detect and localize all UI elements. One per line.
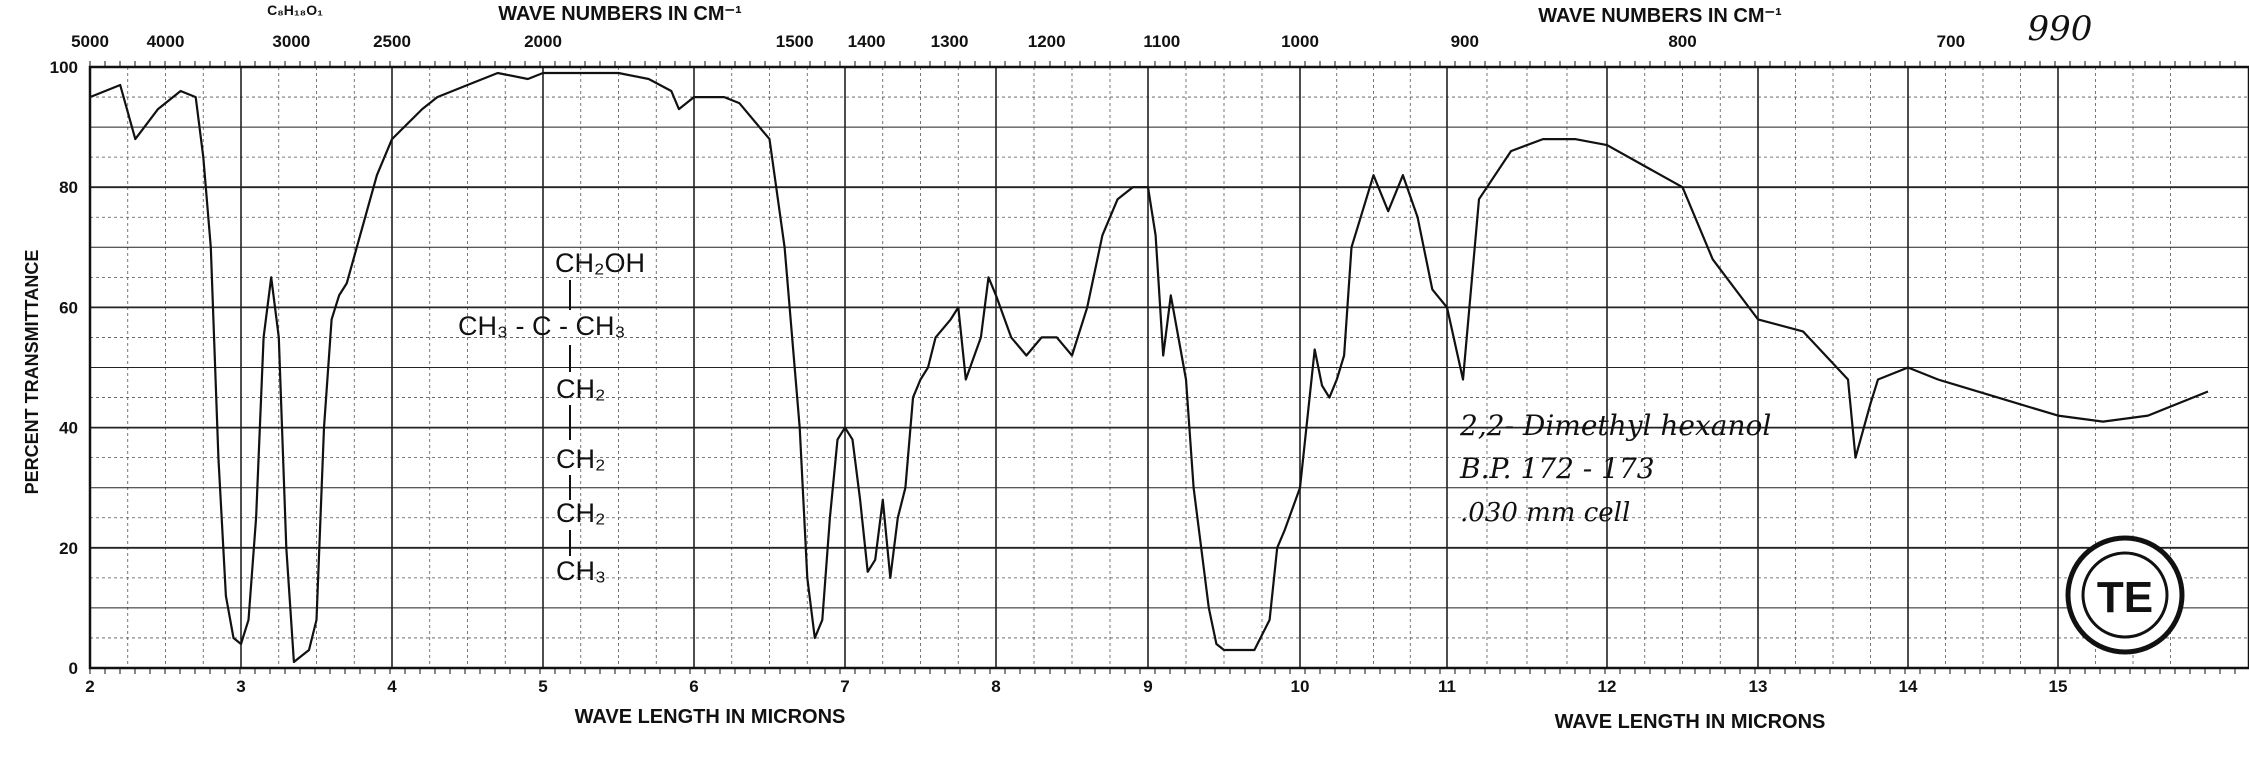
axis-ticks	[89, 61, 2236, 674]
top-tick-label: 1400	[848, 32, 886, 51]
x-tick-label: 10	[1291, 677, 1310, 696]
structure-chain-1: CH₂	[556, 374, 605, 404]
formula-label: C₈H₁₈O₁	[267, 2, 323, 18]
y-axis-title: PERCENT TRANSMITTANCE	[22, 250, 42, 495]
x-axis-title: WAVE LENGTH IN MICRONS	[575, 706, 846, 728]
x-tick-label: 9	[1143, 677, 1152, 696]
y-tick-label: 20	[59, 539, 78, 558]
top-tick-label: 4000	[147, 32, 185, 51]
structure-chain-3: CH₂	[556, 498, 605, 528]
y-tick-label: 0	[69, 659, 78, 678]
y-tick-label: 100	[50, 58, 78, 77]
top-axis-title-right: WAVE NUMBERS IN CM⁻¹	[1538, 5, 1782, 27]
x-tick-label: 3	[236, 677, 245, 696]
spectrum-line	[89, 71, 2209, 664]
top-tick-label: 1000	[1281, 32, 1319, 51]
page-number: 990	[2028, 9, 2093, 49]
top-tick-label: 1300	[931, 32, 969, 51]
structure-chain-2: CH₂	[556, 444, 605, 474]
x-axis-title-right: WAVE LENGTH IN MICRONS	[1555, 711, 1826, 733]
y-tick-labels: 0 20 40 60 80 100	[50, 58, 78, 678]
y-tick-label: 40	[59, 419, 78, 438]
x-tick-label: 5	[538, 677, 547, 696]
top-tick-label: 700	[1937, 32, 1965, 51]
top-tick-label: 900	[1451, 32, 1479, 51]
structure-top: CH₂OH	[555, 248, 645, 278]
x-tick-label: 12	[1598, 677, 1617, 696]
top-tick-label: 2000	[524, 32, 562, 51]
top-tick-label: 5000	[71, 32, 109, 51]
x-tick-labels: 2 3 4 5 6 7 8 9 10 11 12 13 14 15	[85, 677, 2067, 696]
top-tick-label: 800	[1668, 32, 1696, 51]
handwritten-note: 2,2- Dimethyl hexanol B.P. 172 - 173 .03…	[1459, 409, 1771, 528]
structure-middle: CH₃ - C - CH₃	[458, 311, 625, 341]
major-grid	[89, 67, 2249, 668]
note-line-1: 2,2- Dimethyl hexanol	[1459, 409, 1771, 442]
company-seal: TE	[2065, 535, 2185, 655]
y-tick-label: 80	[59, 178, 78, 197]
note-line-2: B.P. 172 - 173	[1459, 452, 1655, 485]
top-tick-label: 1100	[1143, 32, 1180, 51]
note-line-3: .030 mm cell	[1460, 498, 1630, 528]
top-tick-labels: 5000 4000 3000 2500 2000 1500 1400 1300 1200 1100…	[71, 32, 1965, 51]
x-tick-label: 4	[387, 677, 397, 696]
seal-mark: TE	[2097, 573, 2153, 622]
top-tick-label: 1500	[776, 32, 814, 51]
y-tick-label: 60	[59, 298, 78, 317]
structure-chain-4: CH₃	[556, 556, 606, 586]
x-tick-label: 13	[1749, 677, 1768, 696]
x-tick-label: 6	[689, 677, 698, 696]
structural-formula: CH₂OH CH₃ - C - CH₃ CH₂ CH₂ CH₂ CH₃	[458, 248, 645, 586]
x-tick-label: 8	[991, 677, 1000, 696]
x-tick-label: 14	[1899, 677, 1918, 696]
x-tick-label: 11	[1438, 677, 1456, 696]
top-tick-label: 1200	[1028, 32, 1066, 51]
top-tick-label: 3000	[272, 32, 310, 51]
x-tick-label: 15	[2049, 677, 2068, 696]
top-axis-title-left: WAVE NUMBERS IN CM⁻¹	[498, 3, 742, 25]
seal-inner	[2081, 551, 2169, 639]
top-tick-label: 2500	[373, 32, 411, 51]
x-tick-label: 2	[85, 677, 94, 696]
x-tick-label: 7	[840, 677, 849, 696]
